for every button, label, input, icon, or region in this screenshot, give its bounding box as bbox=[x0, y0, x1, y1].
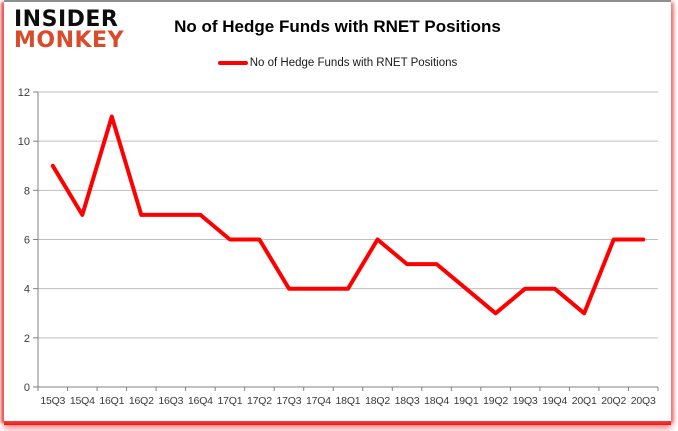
chart-card: INSIDER MONKEY No of Hedge Funds with RN… bbox=[4, 0, 671, 421]
svg-text:16Q1: 16Q1 bbox=[99, 395, 124, 407]
svg-text:20Q3: 20Q3 bbox=[631, 395, 656, 407]
svg-text:6: 6 bbox=[24, 235, 30, 247]
hedge-funds-line-chart: 0 2 4 6 8 10 12 15Q3 15Q4 16Q1 16Q2 16Q3 16Q4 17Q1 17Q… bbox=[18, 87, 659, 407]
logo-monkey-text: MONKEY bbox=[14, 27, 125, 53]
svg-text:15Q4: 15Q4 bbox=[70, 395, 95, 407]
svg-text:19Q3: 19Q3 bbox=[513, 395, 538, 407]
logo-insider-text: INSIDER bbox=[14, 7, 119, 32]
page-title: No of Hedge Funds with RNET Positions bbox=[174, 17, 501, 36]
svg-text:8: 8 bbox=[24, 185, 30, 197]
svg-text:15Q3: 15Q3 bbox=[40, 395, 65, 407]
svg-text:2: 2 bbox=[24, 333, 30, 345]
legend: No of Hedge Funds with RNET Positions bbox=[4, 57, 671, 69]
svg-text:12: 12 bbox=[18, 87, 30, 99]
svg-text:0: 0 bbox=[24, 382, 30, 394]
legend-label: No of Hedge Funds with RNET Positions bbox=[249, 57, 458, 69]
svg-text:17Q2: 17Q2 bbox=[247, 395, 272, 407]
svg-text:19Q1: 19Q1 bbox=[454, 395, 479, 407]
svg-text:20Q1: 20Q1 bbox=[572, 395, 597, 407]
svg-text:18Q2: 18Q2 bbox=[365, 395, 390, 407]
svg-text:19Q2: 19Q2 bbox=[483, 395, 508, 407]
series-line bbox=[50, 114, 646, 316]
gridlines bbox=[38, 91, 658, 339]
svg-text:17Q1: 17Q1 bbox=[217, 395, 242, 407]
svg-text:17Q4: 17Q4 bbox=[306, 395, 331, 407]
insider-monkey-logo: INSIDER MONKEY bbox=[14, 7, 125, 53]
svg-text:16Q2: 16Q2 bbox=[129, 395, 154, 407]
svg-text:18Q3: 18Q3 bbox=[395, 395, 420, 407]
legend-line-swatch bbox=[217, 61, 248, 65]
svg-text:4: 4 bbox=[24, 284, 30, 296]
svg-text:10: 10 bbox=[18, 136, 30, 148]
svg-text:19Q4: 19Q4 bbox=[542, 395, 567, 407]
svg-text:17Q3: 17Q3 bbox=[277, 395, 302, 407]
x-axis-labels: 15Q3 15Q4 16Q1 16Q2 16Q3 16Q4 17Q1 17Q2 17Q3 17Q4… bbox=[37, 387, 659, 407]
svg-text:18Q1: 18Q1 bbox=[336, 395, 361, 407]
y-axis-labels: 0 2 4 6 8 10 12 bbox=[18, 87, 38, 394]
svg-text:18Q4: 18Q4 bbox=[424, 395, 449, 407]
svg-text:16Q3: 16Q3 bbox=[158, 395, 183, 407]
svg-text:16Q4: 16Q4 bbox=[188, 395, 213, 407]
svg-text:20Q2: 20Q2 bbox=[601, 395, 626, 407]
